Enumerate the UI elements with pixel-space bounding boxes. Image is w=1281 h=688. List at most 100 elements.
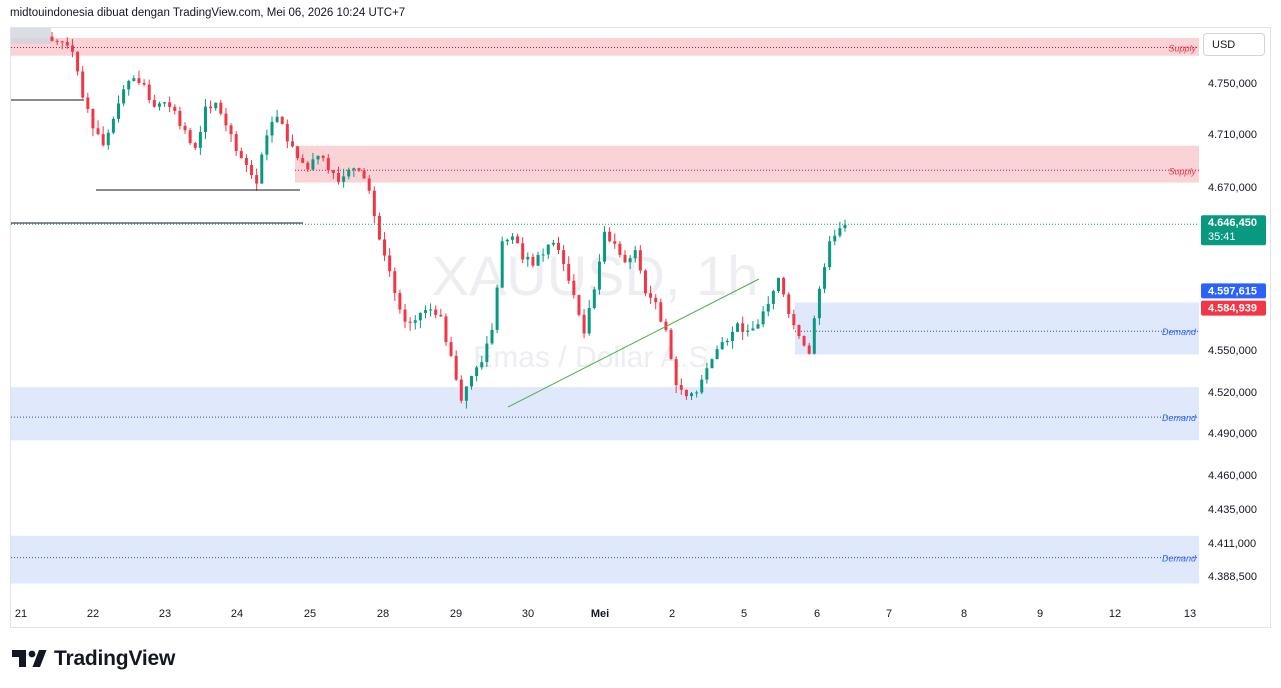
candle-body (715, 349, 719, 360)
candle-body (792, 314, 796, 326)
y-tick-label-2: 4.670,000 (1208, 182, 1257, 194)
candle-body (833, 235, 837, 242)
y-tick-label-0: 4.750,000 (1208, 78, 1257, 90)
x-tick-label-11: 6 (814, 608, 820, 620)
candle-body (536, 254, 540, 266)
candle-body (429, 309, 433, 311)
candle-body (823, 267, 827, 289)
candle-body (122, 89, 126, 104)
x-tick-label-16: 13 (1184, 608, 1196, 620)
candle-body (127, 80, 131, 90)
candle-body (771, 290, 775, 304)
candle-body (137, 78, 141, 83)
candle-body (812, 318, 816, 354)
candle-body (214, 102, 218, 109)
candle-body (756, 324, 760, 329)
candle-body (669, 330, 673, 360)
candle-body (224, 113, 228, 126)
candle-body (265, 135, 269, 155)
candle-body (198, 132, 202, 148)
supply-zone-0 (11, 37, 1199, 56)
candle-body (285, 123, 289, 142)
candle-body (270, 121, 274, 136)
candle-body (490, 329, 494, 344)
candle-body (705, 368, 709, 380)
candle-body (331, 170, 335, 174)
candle-body (347, 169, 351, 177)
x-tick-label-4: 25 (304, 608, 316, 620)
candle-body (546, 244, 550, 255)
axis-layer: 4.750,000 4.710,000 4.670,000 4.550,000 4.52… (15, 78, 1257, 620)
candle-body (541, 254, 545, 256)
y-tick-label-9: 4.388,500 (1208, 571, 1257, 583)
candle-body (444, 316, 448, 343)
candle-body (316, 155, 320, 160)
candle-body (720, 342, 724, 350)
chart-attribution: midtouindonesia dibuat dengan TradingVie… (10, 7, 406, 19)
candle-body (239, 151, 243, 159)
candle-body (173, 106, 177, 111)
candle-body (700, 379, 704, 393)
candle-body (608, 231, 612, 242)
candle-body (551, 242, 555, 245)
candle-body (203, 106, 207, 133)
candle-body (475, 367, 479, 377)
candle-body (70, 45, 74, 52)
tradingview-logo-icon (12, 650, 47, 667)
candle-body (567, 263, 571, 281)
candle-body (152, 100, 156, 107)
demand-zone-label-4: Demand (1162, 554, 1197, 564)
candle-body (81, 71, 85, 98)
candle-body (352, 168, 356, 170)
candle-body (321, 155, 325, 159)
candle-body (280, 116, 284, 124)
x-tick-label-14: 9 (1037, 608, 1043, 620)
price-label-box-0 (1201, 215, 1266, 246)
candle-body (65, 42, 69, 46)
demand-zone-label-2: Demand (1162, 327, 1197, 337)
candle-body (556, 242, 560, 251)
candle-body (664, 321, 668, 331)
candle-body (229, 125, 233, 135)
candle-body (582, 314, 586, 334)
x-tick-label-8: Mei (591, 608, 609, 620)
overlay-layer (11, 99, 1199, 408)
candle-body (367, 178, 371, 191)
demand-zone-label-3: Demand (1162, 413, 1197, 423)
candle-body (638, 250, 642, 271)
candle-body (787, 294, 791, 315)
demand-zone-2 (795, 302, 1199, 355)
candle-body (643, 270, 647, 294)
candle-body (659, 302, 663, 322)
price-label-0: 4.646,450 (1208, 217, 1257, 229)
candle-layer (50, 32, 847, 409)
candle-body (679, 385, 683, 390)
candle-body (296, 146, 300, 159)
candle-body (817, 288, 821, 319)
candle-body (76, 51, 80, 72)
candle-body (96, 128, 100, 135)
candle-body (362, 170, 366, 179)
candle-body (142, 83, 146, 85)
candle-body (695, 392, 699, 394)
candle-body (403, 309, 407, 322)
price-label-layer: 4.646,450 35:41 4.597,615 4.584,939 (1201, 215, 1266, 316)
candle-body (592, 289, 596, 309)
chart-frame[interactable] (10, 27, 1271, 628)
candle-body (219, 102, 223, 114)
candle-body (649, 293, 653, 298)
session-block (11, 28, 51, 44)
x-tick-label-10: 5 (741, 608, 747, 620)
candle-body (449, 342, 453, 356)
tradingview-logo: TradingView (12, 646, 175, 672)
currency-selector[interactable]: USD (1203, 33, 1265, 56)
candle-body (111, 118, 115, 133)
candle-body (434, 309, 438, 315)
candle-body (730, 331, 734, 341)
candle-body (828, 241, 832, 268)
candle-body (290, 141, 294, 147)
candle-body (188, 130, 192, 144)
candle-body (306, 162, 310, 170)
candle-body (797, 325, 801, 337)
